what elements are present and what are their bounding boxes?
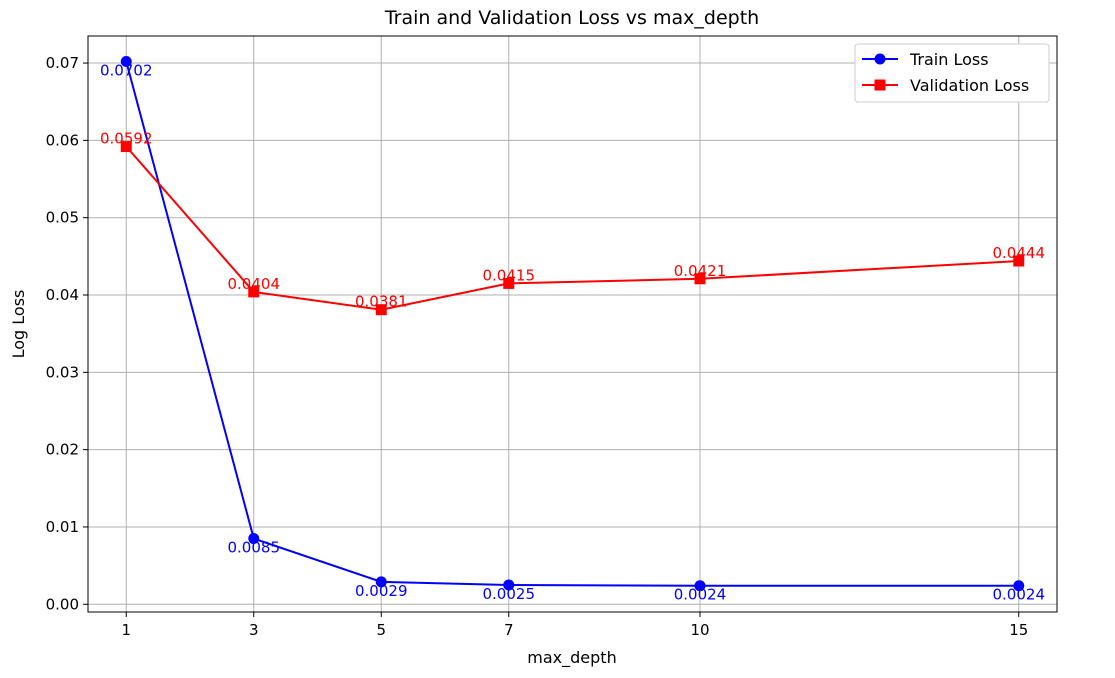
legend-box (854, 43, 1050, 103)
y-tick-label: 0.02 (46, 441, 79, 459)
legend-marker-train-loss (874, 53, 886, 65)
y-tick-label: 0.00 (46, 595, 79, 613)
train-loss-point (503, 579, 515, 591)
train-loss-data-label: 0.0024 (993, 586, 1046, 604)
legend: Train Loss Validation Loss (854, 43, 1050, 103)
plot-frame (87, 35, 1058, 613)
x-tick-label: 15 (1009, 621, 1028, 639)
x-tick-label: 5 (376, 621, 386, 639)
y-tick-label: 0.04 (46, 286, 79, 304)
train-loss-data-label: 0.0024 (674, 586, 727, 604)
x-axis-label: max_depth (527, 648, 616, 668)
train-loss-point (375, 576, 387, 588)
validation-loss-point (375, 304, 387, 316)
validation-loss-point (503, 277, 515, 289)
validation-loss-point (248, 286, 260, 298)
series-layer (120, 56, 1025, 592)
validation-loss-line (125, 145, 1019, 311)
data-labels: 0.0702 0.0085 0.0029 0.0025 0.0024 0.0024 0.05… (100, 62, 1045, 604)
chart-title: Train and Validation Loss vs max_depth (384, 7, 759, 29)
x-tick-label: 7 (504, 621, 514, 639)
y-tick-label: 0.05 (46, 209, 79, 227)
y-tick-label: 0.01 (46, 518, 79, 536)
y-axis-ticks: 0.00 0.01 0.02 0.03 0.04 0.05 0.06 0.07 (46, 54, 88, 613)
validation-loss-data-label: 0.0381 (355, 293, 408, 311)
train-loss-point (1013, 580, 1025, 592)
train-loss-data-label: 0.0702 (100, 62, 153, 80)
train-loss-data-label: 0.0025 (483, 585, 536, 603)
y-tick-label: 0.06 (46, 131, 79, 149)
validation-loss-point (1013, 255, 1025, 267)
validation-loss-data-label: 0.0592 (100, 130, 153, 148)
x-axis-ticks: 1 3 5 7 10 15 (121, 612, 1028, 639)
validation-loss-data-label: 0.0415 (483, 266, 536, 284)
legend-label-train-loss: Train Loss (909, 50, 989, 69)
y-tick-label: 0.03 (46, 363, 79, 381)
train-loss-data-label: 0.0029 (355, 582, 408, 600)
legend-marker-validation-loss (874, 79, 886, 91)
y-tick-label: 0.07 (46, 54, 79, 72)
train-loss-point (248, 533, 260, 545)
y-axis-label: Log Loss (9, 290, 28, 359)
grid (88, 36, 1057, 612)
validation-loss-point (694, 273, 706, 285)
validation-loss-point (120, 141, 132, 153)
x-tick-label: 1 (121, 621, 131, 639)
x-tick-label: 10 (690, 621, 709, 639)
train-loss-line (125, 61, 1019, 587)
validation-loss-data-label: 0.0444 (993, 244, 1046, 262)
legend-label-validation-loss: Validation Loss (910, 76, 1029, 95)
validation-loss-data-label: 0.0404 (228, 275, 281, 293)
x-tick-label: 3 (249, 621, 259, 639)
validation-loss-data-label: 0.0421 (674, 262, 727, 280)
train-loss-point (120, 56, 132, 68)
train-loss-data-label: 0.0085 (228, 539, 281, 557)
train-loss-point (694, 580, 706, 592)
